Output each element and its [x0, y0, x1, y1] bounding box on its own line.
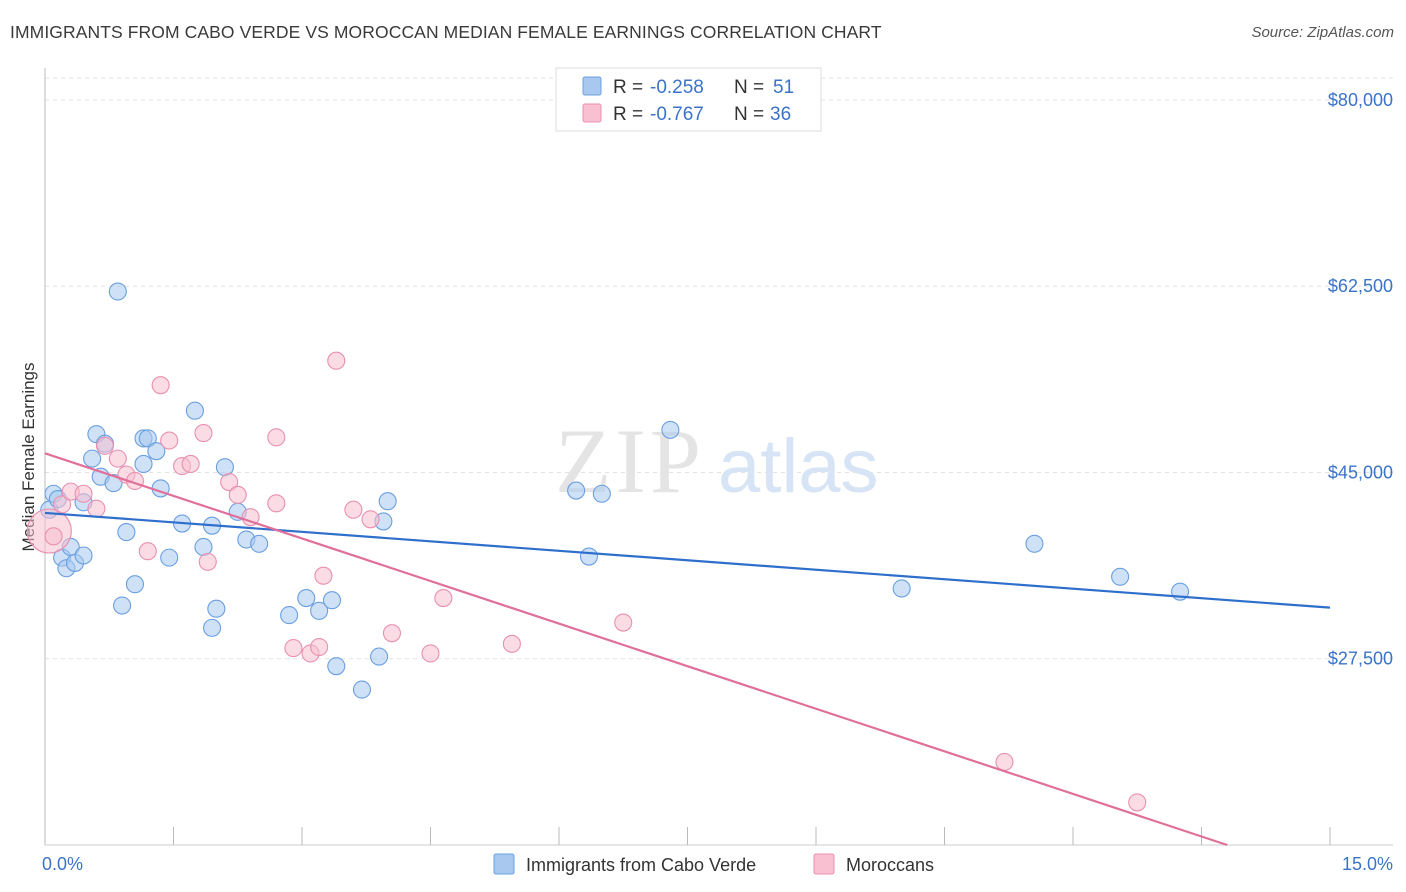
point-cabo-verde-17	[125, 575, 144, 594]
point-cabo-verde-40	[370, 647, 389, 666]
point-moroccan-17	[228, 485, 247, 504]
point-cabo-verde-48	[1025, 534, 1044, 553]
y-tick-label-0: $27,500	[1328, 649, 1393, 669]
point-cabo-verde-9	[83, 449, 102, 468]
point-moroccan-26	[344, 500, 363, 519]
legend-top-swatch-blue	[582, 76, 602, 96]
point-cabo-verde-34	[280, 606, 299, 625]
y-tick-label-2: $62,500	[1328, 276, 1393, 296]
point-moroccan-5	[95, 436, 115, 455]
legend-top-r-value-blue: -0.258	[650, 77, 704, 98]
point-cabo-verde-19	[134, 454, 153, 474]
point-moroccan-16	[220, 472, 239, 492]
point-cabo-verde-43	[567, 481, 586, 500]
legend-top-n-label-blue: N =	[734, 77, 764, 98]
x-ticks	[44, 827, 1331, 845]
point-moroccan-4	[87, 499, 106, 518]
point-moroccan-21	[284, 639, 303, 658]
point-moroccan-28	[382, 624, 402, 643]
point-moroccan-33	[995, 752, 1014, 772]
point-moroccan-32	[614, 613, 633, 632]
legend-bottom: Immigrants from Cabo Verde Moroccans	[493, 853, 934, 875]
legend-top-n-label-pink: N =	[734, 104, 764, 125]
legend-bottom-swatch-blue	[493, 853, 515, 875]
point-cabo-verde-26	[194, 537, 213, 557]
point-moroccan-18	[241, 508, 260, 527]
x-tick-label-start: 0.0%	[42, 854, 83, 874]
point-moroccan-20	[267, 428, 286, 447]
point-cabo-verde-7	[74, 546, 93, 565]
point-cabo-verde-47	[892, 579, 911, 598]
point-moroccan-14	[194, 424, 213, 443]
point-cabo-verde-14	[108, 282, 127, 301]
point-cabo-verde-21	[147, 442, 166, 461]
legend-top-r-label-blue: R =	[613, 77, 643, 98]
point-cabo-verde-42	[378, 492, 397, 511]
legend-bottom-label-pink: Moroccans	[846, 855, 934, 875]
point-moroccan-1	[53, 495, 72, 514]
point-cabo-verde-20	[138, 429, 157, 448]
point-moroccan-19	[267, 494, 286, 513]
point-moroccan-9	[138, 542, 157, 561]
point-cabo-verde-45	[592, 484, 611, 503]
point-moroccan-25	[327, 351, 346, 370]
point-moroccan-10	[151, 376, 170, 395]
point-moroccan-15	[198, 552, 217, 571]
point-moroccan-35	[44, 527, 63, 546]
point-cabo-verde-29	[207, 599, 226, 618]
legend-top-swatch-pink	[582, 103, 602, 123]
point-cabo-verde-49	[1111, 567, 1130, 586]
source-label: Source: ZipAtlas.com	[1251, 24, 1394, 41]
watermark: ZIP atlas	[555, 410, 879, 512]
point-cabo-verde-46	[661, 420, 680, 439]
point-moroccan-11	[160, 431, 179, 450]
point-moroccan-30	[434, 589, 453, 608]
point-cabo-verde-13	[104, 474, 123, 493]
point-moroccan-29	[421, 644, 440, 663]
legend-top-n-value-pink: 36	[770, 104, 791, 125]
point-cabo-verde-36	[310, 601, 329, 620]
y-tick-labels: $27,500 $45,000 $62,500 $80,000	[1328, 90, 1393, 669]
point-cabo-verde-15	[113, 596, 132, 615]
point-cabo-verde-37	[322, 591, 342, 610]
point-cabo-verde-44	[579, 547, 599, 566]
point-cabo-verde-16	[117, 523, 136, 542]
chart-title: IMMIGRANTS FROM CABO VERDE VS MOROCCAN M…	[10, 22, 882, 42]
point-cabo-verde-30	[215, 458, 234, 477]
point-moroccan-13	[181, 454, 200, 474]
y-axis-label: Median Female Earnings	[19, 363, 38, 552]
point-moroccan-6	[108, 449, 127, 468]
point-moroccan-24	[314, 566, 333, 585]
point-cabo-verde-25	[185, 401, 204, 420]
y-tick-label-3: $80,000	[1328, 90, 1393, 110]
legend-top: R = -0.258 N = 51 R = -0.767 N = 36	[555, 67, 822, 132]
point-moroccan-31	[502, 634, 521, 653]
point-cabo-verde-35	[297, 589, 316, 608]
point-cabo-verde-39	[352, 680, 372, 699]
legend-top-n-value-blue: 51	[773, 77, 794, 98]
trend-lines	[44, 452, 1331, 847]
point-cabo-verde-28	[203, 618, 222, 637]
trend-line-cabo-verde	[44, 511, 1331, 609]
legend-top-r-label-pink: R =	[613, 104, 643, 125]
y-tick-label-1: $45,000	[1328, 462, 1393, 482]
point-cabo-verde-23	[160, 548, 179, 567]
scatter-points	[26, 282, 1190, 812]
point-cabo-verde-38	[327, 657, 346, 676]
point-moroccan-23	[310, 637, 329, 657]
gridlines	[45, 77, 1393, 660]
point-moroccan-34	[1128, 793, 1147, 812]
trend-line-moroccan	[44, 452, 1228, 847]
legend-top-r-value-pink: -0.767	[650, 104, 704, 125]
x-tick-label-end: 15.0%	[1342, 854, 1393, 874]
watermark-atlas: atlas	[718, 424, 879, 509]
legend-bottom-swatch-pink	[813, 853, 835, 875]
point-moroccan-27	[361, 510, 380, 529]
legend-bottom-label-blue: Immigrants from Cabo Verde	[526, 855, 756, 875]
point-moroccan-3	[74, 484, 93, 503]
point-cabo-verde-33	[250, 534, 269, 553]
